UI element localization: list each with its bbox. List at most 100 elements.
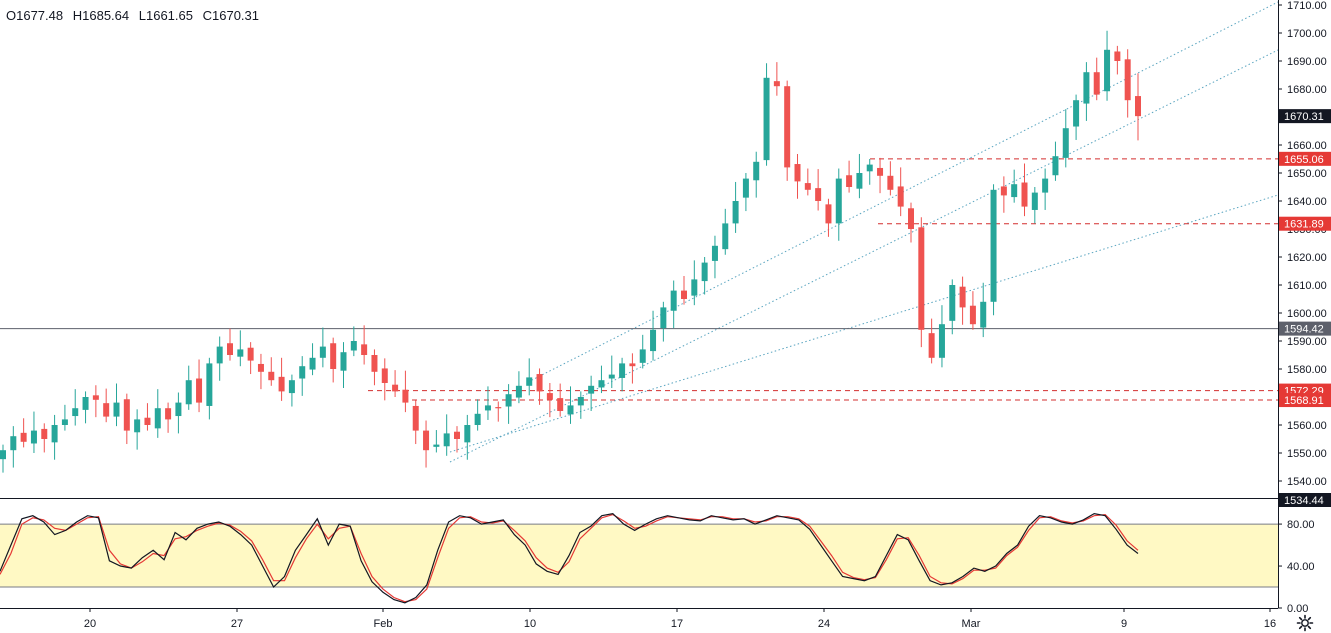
gear-icon[interactable]	[1296, 614, 1314, 632]
candle	[1031, 187, 1038, 224]
candle-body	[237, 349, 244, 357]
candle	[10, 426, 17, 468]
candle	[1083, 62, 1090, 121]
candle-body	[546, 393, 553, 400]
price-label-badge: 1568.91	[1279, 393, 1331, 408]
candle-body	[629, 363, 636, 367]
candle	[1114, 45, 1121, 75]
candle	[825, 198, 832, 237]
candle	[371, 349, 378, 386]
candle-body	[515, 385, 522, 398]
candle	[681, 276, 687, 305]
candle-body	[371, 355, 378, 372]
price-tick-label: 1620.00	[1287, 252, 1327, 264]
time-tick-label: 20	[84, 618, 96, 630]
candle	[134, 409, 141, 450]
candle-body	[495, 407, 502, 409]
candle	[72, 389, 79, 426]
candle-body	[103, 403, 110, 417]
candle	[804, 168, 811, 196]
candle-body	[433, 444, 440, 447]
candle-body	[711, 245, 718, 261]
candle	[505, 384, 512, 424]
candle-body	[309, 357, 316, 370]
price-label-badge: 1534.44	[1279, 493, 1331, 507]
price-label-bg	[1279, 109, 1331, 124]
candle-body	[619, 363, 626, 378]
candle-body	[825, 204, 832, 224]
time-tick-label: 10	[524, 618, 536, 630]
candle	[784, 80, 791, 181]
candle	[619, 357, 626, 392]
candle	[866, 159, 873, 185]
candle-body	[381, 368, 388, 383]
candle	[1135, 73, 1141, 141]
candle-body	[340, 352, 347, 371]
candle	[846, 160, 853, 193]
candle-body	[1135, 96, 1141, 117]
candle-body	[454, 431, 460, 439]
candle-body	[216, 346, 223, 364]
candle	[835, 168, 842, 241]
candle-body	[938, 324, 945, 358]
candle-body	[1124, 59, 1131, 101]
price-tick-label: 1540.00	[1287, 476, 1327, 488]
candle	[0, 444, 6, 473]
candle	[309, 343, 316, 376]
candle	[546, 383, 553, 418]
price-label-bg	[1279, 321, 1331, 336]
price-tick-label: 1600.00	[1287, 308, 1327, 320]
ohlc-legend: O1677.48 H1685.64 L1661.65 C1670.31	[6, 8, 265, 23]
candle-body	[794, 164, 801, 182]
candle	[897, 167, 904, 217]
candle	[92, 385, 99, 418]
candle-body	[123, 399, 130, 431]
candle-body	[1042, 178, 1049, 193]
candle-body	[753, 161, 760, 181]
price-label-text: 1631.89	[1284, 219, 1324, 231]
candle	[319, 327, 326, 368]
candle-body	[10, 436, 17, 451]
price-label-badge: 1594.42	[1279, 321, 1331, 336]
candle-body	[392, 384, 399, 392]
candle	[1021, 163, 1028, 217]
candle-body	[577, 397, 584, 406]
candle-body	[949, 285, 956, 321]
candle	[433, 430, 440, 453]
candle-body	[732, 201, 739, 224]
candle-body	[969, 305, 976, 325]
candle-body	[51, 425, 58, 443]
stoch-k-line	[0, 512, 1139, 604]
candle	[959, 276, 966, 325]
candle	[753, 151, 760, 198]
candle-body	[154, 408, 161, 429]
candle	[154, 389, 161, 438]
candle	[732, 181, 739, 233]
candle	[794, 153, 801, 199]
candle-body	[660, 307, 667, 329]
candle	[227, 328, 233, 361]
candle	[61, 404, 68, 431]
candle-body	[278, 376, 285, 392]
candle	[526, 358, 533, 396]
candle-body	[784, 86, 791, 168]
candle-body	[1073, 100, 1080, 127]
price-tick-label: 1560.00	[1287, 420, 1327, 432]
candle	[650, 310, 657, 361]
candle	[278, 357, 285, 401]
candle	[402, 370, 409, 413]
candle-body	[815, 188, 822, 201]
candle-body	[1093, 72, 1100, 95]
price-label-bg	[1279, 393, 1331, 408]
candle-body	[567, 405, 574, 415]
candle-body	[1000, 186, 1007, 196]
candle-body	[980, 301, 987, 328]
candle	[454, 426, 460, 453]
candle	[196, 359, 203, 413]
candle-body	[897, 186, 904, 207]
candle	[299, 356, 306, 396]
candle	[515, 371, 522, 404]
candle	[588, 375, 595, 411]
candle-body	[670, 290, 677, 311]
